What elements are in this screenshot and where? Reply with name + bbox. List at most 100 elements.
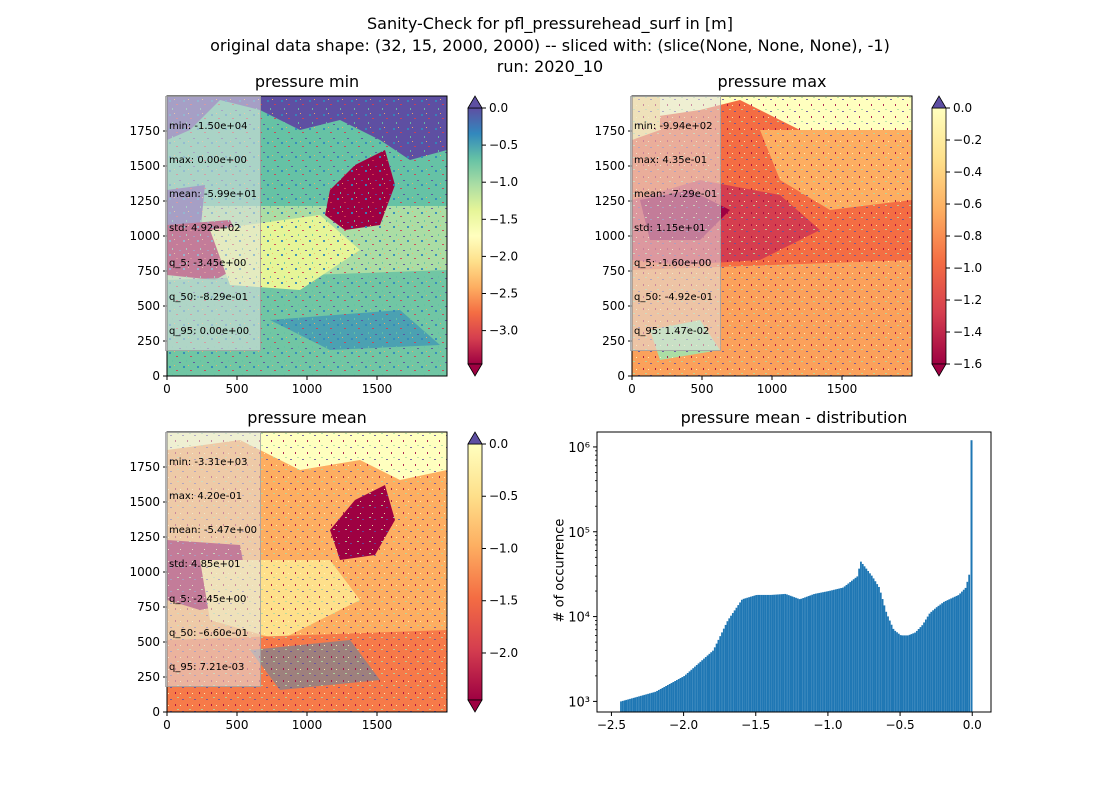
histogram-bar (870, 575, 873, 712)
histogram-bar (912, 633, 915, 712)
stats-box-pressure-mean: min: -3.31e+03 max: 4.20e-01 mean: -5.47… (165, 432, 262, 687)
stat-line: q_5: -1.60e+00 (634, 257, 712, 269)
histogram-bar (710, 652, 713, 712)
histogram-bar (964, 587, 967, 712)
histogram-bar (663, 686, 666, 712)
histogram-bar (627, 699, 630, 712)
histogram-bar (769, 594, 772, 712)
histogram-bar (795, 597, 797, 712)
histogram-bar (737, 605, 740, 712)
histogram-bar (751, 596, 754, 712)
colorbar-ticks: 0.0 −0.5 −1.0 −1.5 −2.0 −2.5 −3.0 0.0 −0.2 −0.4 −0… (482, 101, 982, 660)
histogram-bar (802, 598, 805, 712)
histogram-bar (881, 599, 884, 712)
figure-suptitle-line-2: original data shape: (32, 15, 2000, 2000… (210, 36, 890, 55)
histogram-bar (777, 594, 779, 712)
histogram-bar (843, 586, 846, 712)
title-pressure-mean: pressure mean (247, 408, 367, 427)
histogram-bar (755, 595, 758, 712)
histogram-bar (854, 577, 857, 712)
map-y-tick-label: 1000 (594, 229, 625, 243)
histogram-bar (703, 658, 705, 712)
histogram-bar (789, 595, 792, 712)
stat-line: q_50: -4.92e-01 (634, 291, 713, 303)
histogram-bar (849, 582, 852, 712)
title-histogram: pressure mean - distribution (680, 408, 908, 427)
histogram-bar (632, 697, 635, 712)
histogram-bar (699, 661, 702, 712)
histogram-bar (966, 581, 969, 712)
histogram-bar (930, 611, 933, 712)
histogram-bar (838, 588, 841, 712)
map-y-tick-label: 1750 (129, 124, 160, 138)
histogram-bar (818, 592, 821, 712)
stat-line: std: 1.15e+01 (634, 223, 706, 235)
histogram-bar (641, 695, 644, 712)
histogram-bar (683, 676, 686, 712)
histogram-bar (677, 679, 680, 712)
colorbar-tick-label: −1.0 (489, 541, 518, 555)
histogram-bar (879, 592, 882, 712)
histogram-bar (823, 591, 826, 712)
stat-line: q_50: -8.29e-01 (169, 291, 248, 303)
histogram-bar (941, 603, 944, 712)
histogram-bar (897, 633, 900, 712)
histogram-bar (661, 687, 664, 712)
colorbar-pressure-mean (467, 431, 483, 713)
histogram-bar (847, 583, 850, 712)
histogram-bar (659, 688, 662, 712)
stat-line: std: 4.92e+02 (169, 223, 241, 235)
histogram-bar (715, 643, 718, 712)
histogram-bar (937, 605, 940, 712)
histogram-bar (804, 597, 806, 712)
map-y-tick-label: 750 (602, 264, 625, 278)
colorbar-pressure-max (931, 95, 947, 377)
histogram-bar (643, 694, 646, 712)
histogram-bar (935, 607, 938, 712)
colorbar-tick-label: −2.0 (489, 646, 518, 660)
histogram-bar (686, 672, 689, 712)
histogram-bar (647, 693, 649, 712)
colorbar-tick-label: −0.2 (953, 133, 982, 147)
histogram-bar (753, 595, 756, 712)
histogram-bar (704, 657, 707, 712)
histogram-x-tick-label: −1.5 (741, 718, 770, 732)
colorbar-tick-label: −1.4 (953, 325, 982, 339)
histogram-bar (768, 594, 770, 712)
histogram-bar (708, 653, 711, 712)
stat-line: min: -9.94e+02 (634, 120, 713, 132)
histogram-bar (944, 600, 947, 712)
histogram-bar (721, 632, 723, 712)
histogram-bar (665, 685, 667, 712)
histogram-bar (764, 594, 767, 712)
histogram-bar (825, 591, 828, 712)
histogram-bar (961, 591, 963, 712)
histogram-bar (869, 573, 871, 712)
histogram-y-tick-label: 10³ (568, 695, 590, 710)
histogram-bar (740, 599, 743, 712)
stats-box-pressure-min: min: -1.50e+04 max: 0.00e+00 mean: -5.99… (165, 96, 262, 351)
histogram-bar (901, 635, 904, 712)
stat-line: q_95: 1.47e-02 (634, 326, 710, 338)
histogram-bar (695, 665, 698, 712)
map-y-tick-label: 250 (602, 334, 625, 348)
stat-line: max: 4.35e-01 (634, 155, 708, 167)
stat-line: q_95: 0.00e+00 (169, 326, 250, 338)
map-y-tick-label: 1250 (594, 194, 625, 208)
histogram-bar (650, 692, 653, 712)
colorbar-tick-label: −1.0 (489, 175, 518, 189)
histogram-bar (759, 594, 761, 712)
histogram-bars (620, 440, 973, 712)
histogram-bar (685, 674, 687, 712)
map-y-tick-label: 1500 (594, 159, 625, 173)
map-x-tick-label: 1000 (292, 382, 323, 396)
histogram-bar (852, 579, 855, 712)
histogram-bar (791, 596, 794, 712)
histogram-bar (668, 684, 671, 712)
stat-line: mean: -5.47e+00 (169, 525, 258, 537)
histogram-bar (946, 600, 949, 712)
histogram-bar (634, 697, 637, 712)
histogram-bar (917, 629, 920, 712)
map-y-tick-label: 1250 (129, 530, 160, 544)
map-x-tick-label: 0 (628, 382, 636, 396)
